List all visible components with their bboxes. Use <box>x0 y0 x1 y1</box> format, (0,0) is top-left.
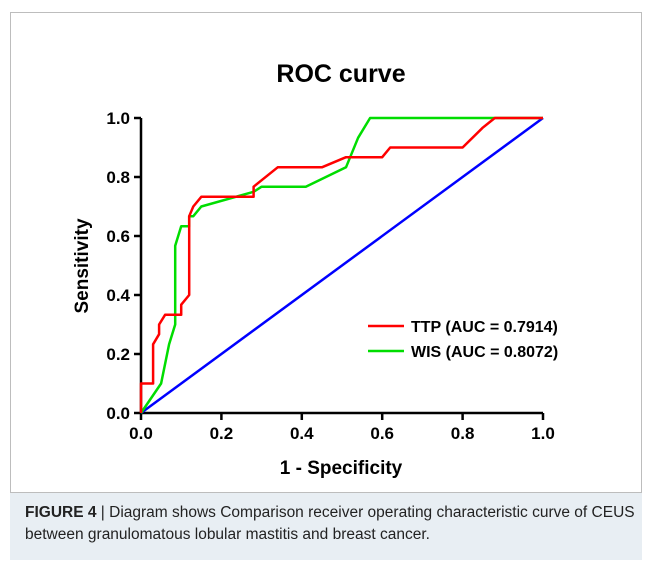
y-tick-label: 0.8 <box>106 168 130 187</box>
legend: TTP (AUC = 0.7914) WIS (AUC = 0.8072) <box>368 319 558 361</box>
x-axis-label: 1 - Specificity <box>280 458 403 479</box>
series-line-ttp <box>139 116 543 413</box>
chart-title: ROC curve <box>276 60 405 88</box>
y-tick-label: 0.2 <box>106 345 130 364</box>
figure-caption: FIGURE 4 | Diagram shows Comparison rece… <box>25 502 635 546</box>
y-tick-label: 0.4 <box>106 286 130 305</box>
x-tick-label: 1.0 <box>531 424 555 443</box>
y-axis-label: Sensitivity <box>72 218 93 313</box>
caption-label: FIGURE 4 <box>25 504 97 521</box>
axes: 0.0 0.2 0.4 0.6 0.8 1.0 0.0 0.2 0.4 0.6 0.8 1.0 <box>106 109 554 443</box>
y-tick-label: 0.6 <box>106 227 130 246</box>
series-line-reference <box>140 116 544 415</box>
x-tick-label: 0.8 <box>451 424 475 443</box>
caption-background <box>10 492 642 560</box>
series-layer <box>139 116 544 415</box>
series-line-wis <box>139 116 543 414</box>
x-tick-label: 0.6 <box>370 424 394 443</box>
caption-text: Diagram shows Comparison receiver operat… <box>25 504 635 543</box>
y-tick-label: 0.0 <box>106 404 130 423</box>
caption-separator: | <box>96 504 110 521</box>
x-tick-label: 0.4 <box>290 424 314 443</box>
figure-frame <box>10 12 642 560</box>
y-tick-label: 1.0 <box>106 109 130 128</box>
roc-chart: ROC curve Sensitivity 1 - Specificity 0.… <box>72 60 558 479</box>
x-tick-label: 0.2 <box>210 424 234 443</box>
legend-label: TTP (AUC = 0.7914) <box>411 319 558 336</box>
x-tick-label: 0.0 <box>129 424 153 443</box>
legend-label: WIS (AUC = 0.8072) <box>411 344 558 361</box>
